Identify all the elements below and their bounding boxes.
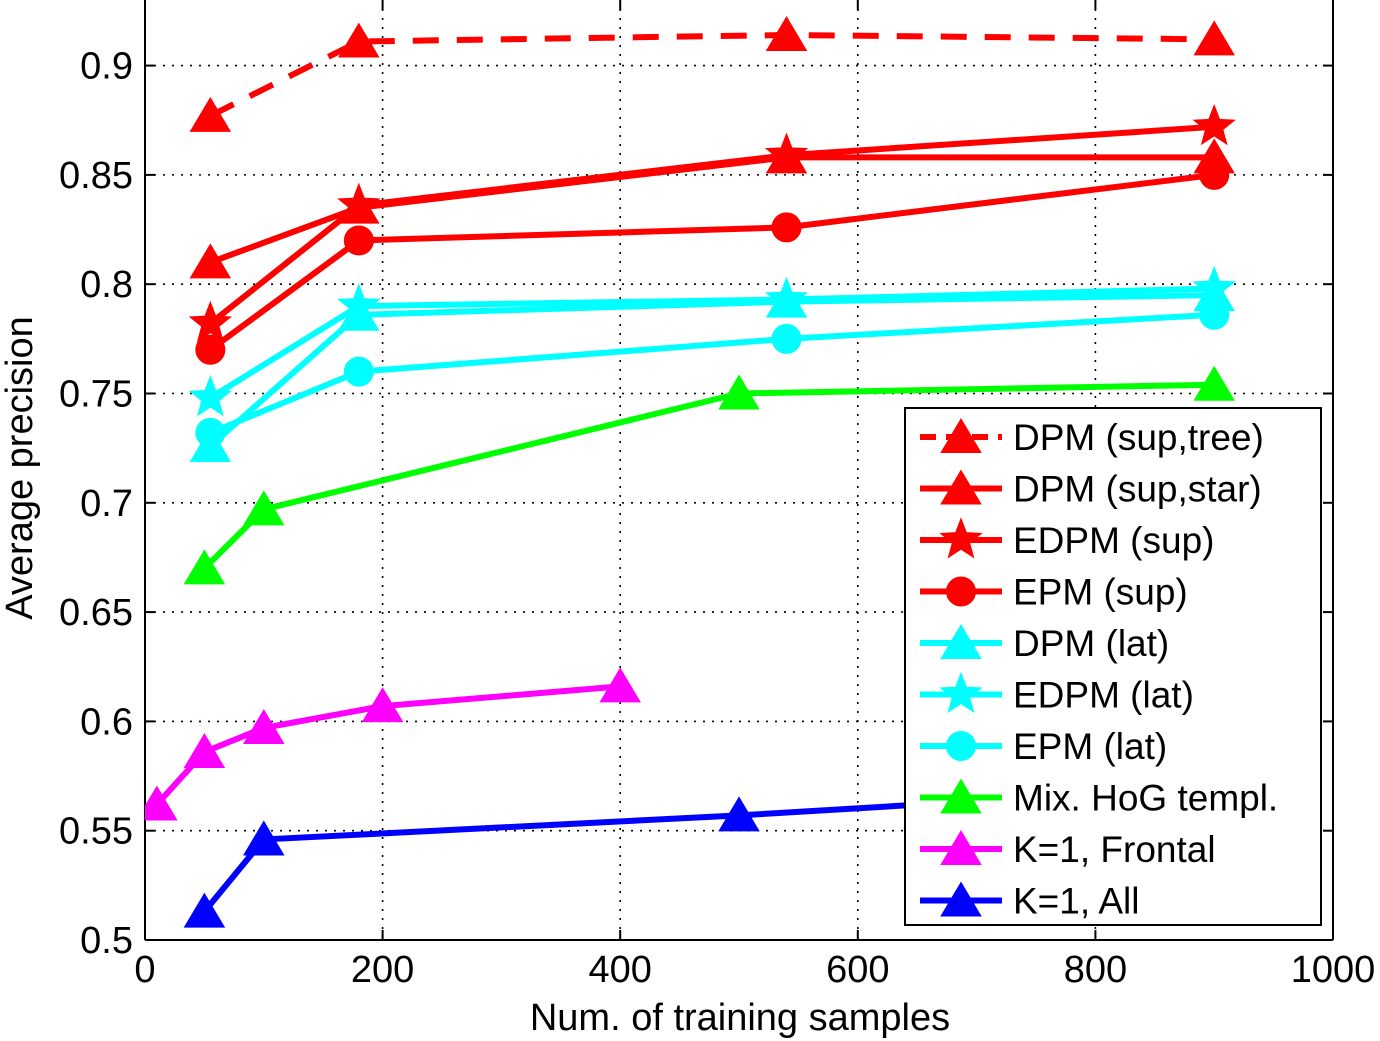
series-line (208, 31, 1215, 119)
series-line (209, 154, 1215, 266)
data-point (765, 138, 808, 174)
data-point (771, 212, 802, 243)
legend-marker (940, 469, 982, 505)
legend-marker (940, 778, 982, 814)
legend-label: K=1, Frontal (1013, 829, 1216, 870)
x-tick-label: 600 (826, 949, 889, 991)
legend-item: EDPM (sup) (920, 517, 1214, 561)
legend-item: K=1, All (920, 881, 1140, 922)
data-point (338, 22, 380, 58)
series-line (208, 171, 1215, 353)
y-tick-label: 0.9 (80, 46, 133, 88)
y-tick-label: 0.7 (80, 483, 133, 525)
legend-marker (940, 624, 982, 659)
y-tick-label: 0.8 (80, 264, 133, 306)
data-point (718, 796, 760, 832)
legend-item: EDPM (lat) (920, 671, 1194, 716)
legend: DPM (sup,tree) DPM (sup,star) EDPM (sup) EP… (904, 407, 1322, 926)
series-k-1-frontal (145, 667, 641, 821)
data-point (1192, 103, 1236, 146)
x-axis-title: Num. of training samples (530, 997, 950, 1039)
series-line (208, 285, 1215, 401)
series-dpm-sup-tree (189, 16, 1235, 132)
series-mix-hog-templ (183, 365, 1235, 585)
legend-label: DPM (sup,star) (1013, 469, 1262, 510)
legend-marker (946, 731, 976, 761)
data-point (188, 300, 233, 342)
x-tick-label: 200 (351, 949, 414, 991)
data-point (1193, 138, 1235, 174)
legend-marker (940, 881, 982, 917)
legend-label: EDPM (lat) (1013, 675, 1194, 716)
data-point (189, 426, 232, 462)
data-point (718, 374, 760, 410)
series-epm-lat (195, 299, 1230, 448)
data-point (183, 733, 226, 768)
legend-item: DPM (sup,star) (920, 469, 1262, 510)
x-tick-label: 0 (134, 949, 155, 991)
y-tick-label: 0.6 (80, 701, 133, 743)
series-line (209, 311, 1215, 436)
legend-marker (940, 418, 982, 453)
data-point (765, 16, 808, 51)
series-edpm-lat (188, 265, 1236, 417)
legend-item: Mix. HoG templ. (920, 778, 1278, 819)
data-point (243, 708, 285, 744)
x-tick-label: 800 (1064, 949, 1127, 991)
data-point (338, 188, 380, 224)
series-line (202, 381, 1215, 571)
legend-marker (946, 576, 976, 607)
data-point (361, 687, 404, 723)
legend-label: Mix. HoG templ. (1013, 778, 1278, 819)
data-point (1193, 276, 1235, 312)
data-point (183, 892, 226, 928)
data-point (338, 295, 380, 331)
data-point (1193, 365, 1235, 401)
y-tick-label: 0.85 (59, 155, 133, 197)
data-point (188, 375, 233, 417)
data-point (343, 356, 374, 387)
data-point (189, 243, 232, 279)
y-axis-title: Average precision (0, 316, 41, 619)
legend-item: EPM (sup) (920, 572, 1188, 613)
legend-item: DPM (sup,tree) (920, 417, 1264, 458)
legend-item: EPM (lat) (920, 726, 1167, 767)
data-point (195, 334, 226, 365)
x-tick-label: 400 (588, 949, 651, 991)
y-tick-label: 0.75 (59, 373, 133, 415)
legend-label: EDPM (sup) (1013, 520, 1214, 561)
legend-label: K=1, All (1013, 881, 1140, 922)
axes (144, 0, 1334, 941)
legend-label: EPM (lat) (1013, 726, 1167, 767)
data-point (145, 785, 178, 821)
series-line (208, 292, 1215, 449)
y-tick-label: 0.55 (59, 811, 133, 853)
legend-marker (940, 830, 982, 865)
legend-marker (939, 517, 983, 559)
legend-label: DPM (lat) (1013, 623, 1169, 664)
tick-labels: 0 200 400 600 800 1000 0.5 0.55 0.6 0.65 0.7 0.75 0.… (59, 46, 1375, 991)
x-tick-label: 1000 (1291, 949, 1376, 991)
legend-marker (939, 671, 983, 713)
data-point (771, 323, 802, 354)
series-dpm-sup-star (189, 138, 1235, 279)
data-point (243, 820, 285, 856)
legend-label: DPM (sup,tree) (1013, 417, 1264, 458)
y-tick-label: 0.65 (59, 592, 133, 634)
data-point (765, 282, 808, 318)
data-point (599, 667, 641, 703)
legend-item: K=1, Frontal (920, 829, 1216, 870)
series-epm-sup (195, 159, 1230, 365)
y-tick-label: 0.5 (80, 920, 133, 962)
data-point (189, 96, 232, 132)
plot-area (145, 16, 1236, 928)
data-point (243, 490, 285, 526)
legend-label: EPM (sup) (1013, 572, 1188, 613)
data-point (343, 225, 374, 256)
series-dpm-lat (189, 276, 1235, 462)
legend-item: DPM (lat) (920, 623, 1169, 664)
data-point (1193, 20, 1235, 56)
data-point (183, 549, 226, 585)
